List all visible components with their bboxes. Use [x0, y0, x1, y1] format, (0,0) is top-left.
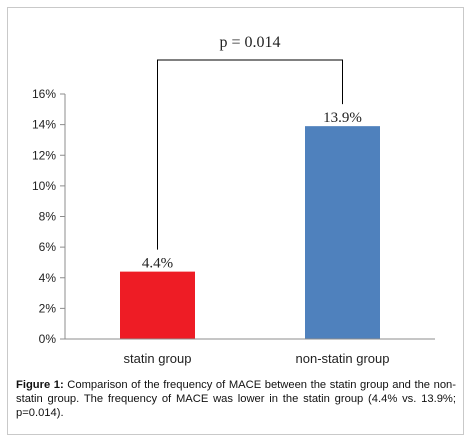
figure-caption: Figure 1: Comparison of the frequency of… — [16, 378, 456, 420]
category-label-2: non-statin group — [296, 351, 390, 366]
y-tick-label: 0% — [39, 332, 57, 346]
bars: 4.4% 13.9% — [120, 110, 380, 339]
data-label-1: 4.4% — [142, 256, 173, 272]
p-value-label: p = 0.014 — [219, 34, 280, 51]
y-tick-label: 6% — [39, 240, 57, 254]
y-tick-label: 10% — [32, 179, 56, 193]
significance-annotation: p = 0.014 — [157, 34, 343, 250]
x-axis: statin group non-statin group — [65, 338, 435, 366]
y-tick-label: 16% — [32, 87, 56, 101]
y-tick-label: 4% — [39, 271, 57, 285]
caption-label: Figure 1: — [16, 379, 64, 391]
bar-chart: 0% 2% 4% 6% 8% 10% 12% 14% 16% 4.4% 13.9% statin … — [32, 34, 435, 366]
y-axis: 0% 2% 4% 6% 8% 10% 12% 14% 16% — [32, 87, 66, 346]
data-label-2: 13.9% — [323, 110, 362, 126]
y-tick-label: 8% — [39, 210, 57, 224]
bar-2 — [305, 126, 380, 339]
caption-text: Comparison of the frequency of MACE betw… — [16, 379, 456, 419]
bar-1 — [120, 271, 195, 339]
significance-bracket — [157, 59, 343, 250]
y-tick-label: 2% — [39, 301, 57, 315]
y-tick-label: 14% — [32, 118, 56, 132]
y-tick-label: 12% — [32, 148, 56, 162]
category-label-1: statin group — [124, 351, 192, 366]
figure-frame — [7, 7, 464, 435]
